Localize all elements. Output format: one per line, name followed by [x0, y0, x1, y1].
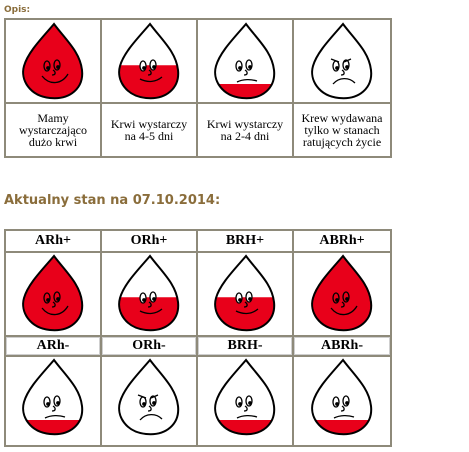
group-label-7: BRH-: [198, 337, 292, 355]
face-ok: [139, 291, 163, 315]
legend-drop-3-icon: [214, 22, 276, 100]
legend-drop-1-icon: [22, 22, 84, 100]
group-label-1: ARh+: [6, 231, 100, 251]
group-drop-4-icon: [311, 254, 373, 332]
legend-caption-cell-4: [294, 104, 390, 156]
legend-caption-2: Krwi wystarczy na 4-5 dni: [110, 117, 188, 143]
group-label-2: ORh+: [102, 231, 196, 251]
group-drop-6-icon: [116, 358, 182, 438]
face-ok: [235, 291, 259, 315]
group-label-4: ABRh+: [294, 231, 390, 251]
group-label-6: ORh-: [102, 337, 196, 355]
blood-level: [312, 420, 372, 435]
blood-level: [215, 420, 275, 435]
blood-level: [309, 99, 375, 102]
group-drop-2-icon: [118, 254, 180, 332]
legend-drop-2-icon: [118, 22, 180, 100]
group-label-5: ARh-: [6, 337, 100, 355]
legend-caption-4: Krew wydawana tylko w stanach ratujących…: [301, 111, 383, 149]
legend-caption-cell-3: [198, 104, 292, 156]
group-drop-3-icon: [214, 254, 276, 332]
group-drop-8-icon: [311, 358, 373, 436]
face-worried: [43, 395, 66, 419]
blood-level: [215, 84, 275, 99]
legend-caption-3: Krwi wystarczy na 2-4 dni: [206, 117, 284, 143]
group-drop-5-icon: [22, 358, 84, 436]
status-title: Aktualny stan na 07.10.2014:: [4, 193, 221, 208]
face-worried: [332, 395, 355, 419]
legend-caption-cell-1: [6, 104, 100, 156]
group-drop-1-icon: [22, 254, 84, 332]
face-ok: [139, 59, 163, 83]
face-worried: [235, 395, 258, 419]
face-happy: [41, 291, 69, 316]
face-sad: [330, 58, 356, 85]
opis-label: Opis:: [4, 5, 31, 15]
blood-level: [116, 435, 182, 438]
legend-caption-cell-2: [102, 104, 196, 156]
group-drop-7-icon: [214, 358, 276, 436]
legend-drop-4-icon: [309, 22, 375, 102]
blood-level: [23, 420, 83, 435]
group-label-3: BRH+: [198, 231, 292, 251]
face-worried: [235, 59, 258, 83]
face-sad: [137, 394, 163, 421]
group-label-8: ABRh-: [294, 337, 390, 355]
face-happy: [41, 59, 69, 84]
legend-caption-1: Mamy wystarczająco dużo krwi: [19, 111, 87, 149]
face-happy: [330, 291, 358, 316]
